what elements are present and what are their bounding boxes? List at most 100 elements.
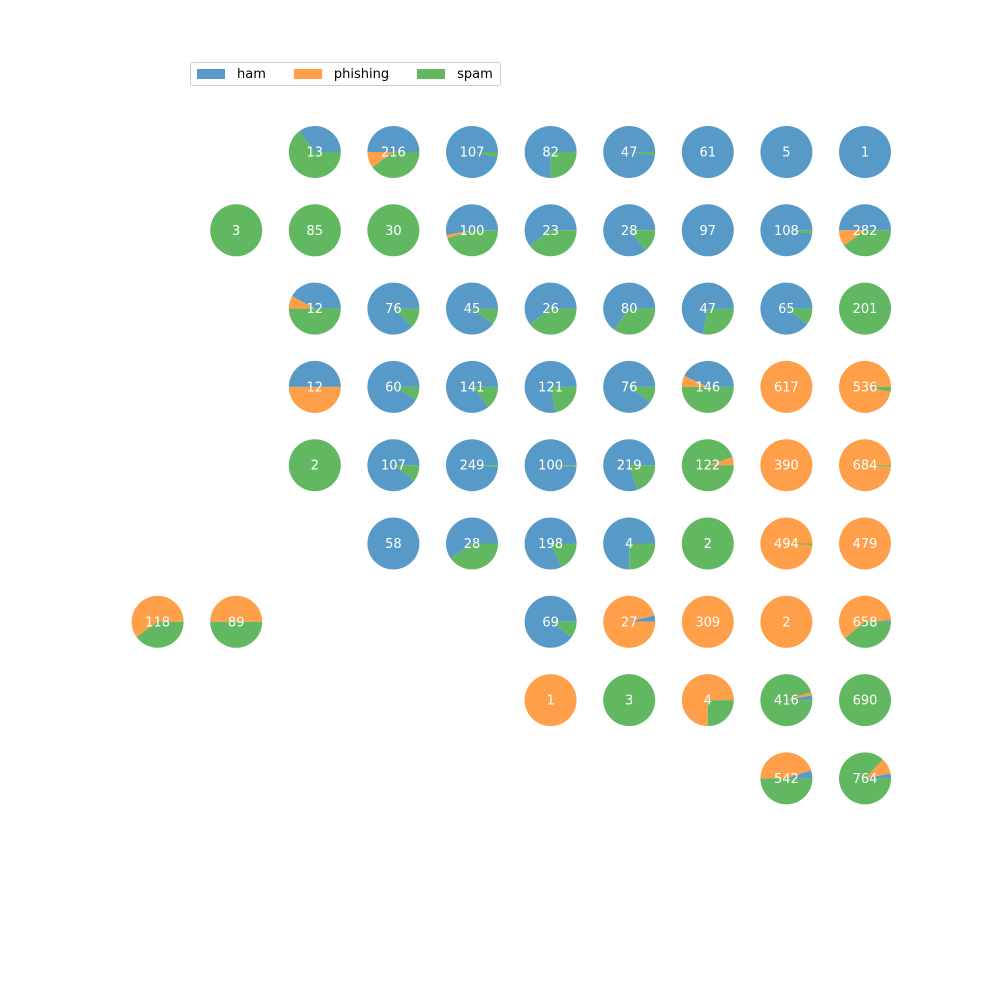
pie-57-slice-spam — [603, 674, 656, 727]
legend-item-phishing: phishing — [293, 67, 389, 82]
pie-21-slice-spam — [529, 308, 577, 335]
pie-53-total-label: 309 — [695, 615, 720, 630]
pie-55-slice-phishing — [839, 595, 891, 639]
pie-14: 28 — [603, 204, 656, 257]
pie-6-total-label: 61 — [700, 146, 717, 161]
pie-5-total-label: 47 — [621, 146, 638, 161]
pie-62-total-label: 764 — [853, 772, 878, 787]
pie-39-slice-spam — [681, 439, 734, 492]
pie-52: 27 — [603, 595, 656, 648]
pie-44-slice-ham — [524, 517, 577, 570]
pie-35-total-label: 107 — [381, 459, 406, 474]
pie-18-slice-spam — [288, 308, 341, 335]
pie-53-slice-phishing — [681, 595, 734, 648]
pie-19: 76 — [367, 282, 420, 335]
pie-3: 107 — [445, 126, 498, 179]
pie-14-total-label: 28 — [621, 224, 638, 239]
pie-2-total-label: 216 — [381, 146, 406, 161]
pie-13-slice-ham — [524, 204, 577, 246]
pie-23-slice-ham — [681, 282, 734, 335]
pie-50-total-label: 89 — [228, 615, 245, 630]
pie-10: 85 — [288, 204, 341, 257]
pie-37-total-label: 100 — [538, 459, 563, 474]
pie-21: 26 — [524, 282, 577, 335]
pie-4: 82 — [524, 126, 577, 178]
pie-28-total-label: 141 — [460, 380, 485, 395]
pie-41: 684 — [839, 439, 891, 492]
pie-34-slice-spam — [288, 439, 341, 492]
pie-23: 47 — [681, 282, 734, 335]
pie-62-slice-phishing — [865, 759, 891, 779]
pie-49-slice-spam — [136, 621, 184, 648]
pie-40-slice-phishing — [760, 439, 813, 492]
pie-26-slice-phishing — [288, 386, 341, 413]
pie-35-slice-ham — [367, 439, 420, 492]
pie-33-slice-phishing — [839, 360, 891, 413]
pie-2: 216 — [367, 126, 420, 178]
pie-31-total-label: 146 — [695, 380, 720, 395]
pie-47-slice-phishing — [760, 517, 813, 570]
pie-45: 4 — [603, 517, 656, 570]
pie-59: 416 — [760, 674, 813, 727]
pie-39-slice-phishing — [707, 457, 734, 466]
pie-59-total-label: 416 — [774, 694, 799, 709]
pie-18-total-label: 12 — [307, 302, 324, 317]
pie-58-slice-spam — [707, 700, 734, 727]
legend: ham phishing spam — [190, 62, 501, 86]
pie-36-slice-ham — [446, 439, 498, 492]
pie-24: 65 — [760, 282, 813, 335]
pie-31: 146 — [681, 360, 734, 413]
pie-53: 309 — [681, 595, 734, 648]
pie-25: 201 — [839, 282, 891, 335]
pie-12: 100 — [445, 204, 498, 257]
pie-38-total-label: 219 — [617, 459, 642, 474]
pie-17-slice-spam — [843, 230, 891, 257]
pie-50-slice-spam — [210, 621, 263, 648]
pie-42: 58 — [367, 517, 420, 570]
pie-32-total-label: 617 — [774, 380, 799, 395]
pie-2-slice-ham — [367, 126, 420, 152]
pie-28: 141 — [446, 360, 498, 413]
pie-18: 12 — [288, 282, 341, 335]
pie-8-total-label: 1 — [861, 146, 869, 161]
pie-50-slice-phishing — [210, 595, 263, 622]
pie-55-slice-spam — [844, 621, 891, 648]
pie-7: 5 — [760, 126, 813, 178]
pie-6-slice-ham — [681, 126, 734, 178]
pie-16: 108 — [760, 204, 813, 257]
pie-36-slice-spam — [472, 465, 498, 467]
pie-5: 47 — [603, 125, 656, 178]
pie-52-slice-ham — [629, 615, 656, 622]
pie-26: 12 — [288, 360, 341, 413]
pie-57-total-label: 3 — [625, 694, 633, 709]
pie-31-slice-ham — [684, 360, 734, 387]
pie-52-slice-phishing — [603, 595, 656, 648]
pie-17-total-label: 282 — [853, 224, 878, 239]
pie-30-slice-ham — [603, 360, 656, 413]
pie-1-total-label: 13 — [307, 146, 324, 161]
pie-60: 690 — [839, 674, 891, 727]
pie-22: 80 — [603, 282, 656, 335]
pie-1-slice-ham — [299, 126, 341, 152]
pie-42-slice-ham — [367, 517, 420, 570]
legend-label-spam: spam — [457, 66, 493, 82]
pie-48-total-label: 479 — [853, 537, 878, 552]
pie-24-slice-spam — [786, 308, 813, 324]
pie-29-slice-ham — [524, 360, 577, 413]
pie-28-slice-spam — [472, 386, 498, 407]
pie-16-total-label: 108 — [774, 224, 799, 239]
pie-62-slice-spam — [839, 752, 891, 805]
pie-42-total-label: 58 — [385, 537, 402, 552]
pie-30: 76 — [603, 360, 656, 413]
pie-24-slice-ham — [760, 282, 813, 335]
pie-61-slice-phishing — [760, 752, 812, 779]
pie-30-total-label: 76 — [621, 380, 638, 395]
pie-29: 121 — [524, 360, 577, 413]
pie-7-slice-ham — [760, 126, 813, 178]
pie-47-total-label: 494 — [774, 537, 799, 552]
pie-46-slice-spam — [681, 517, 734, 570]
pie-33-total-label: 536 — [853, 380, 878, 395]
pie-60-total-label: 690 — [853, 694, 878, 709]
pie-29-total-label: 121 — [538, 380, 563, 395]
